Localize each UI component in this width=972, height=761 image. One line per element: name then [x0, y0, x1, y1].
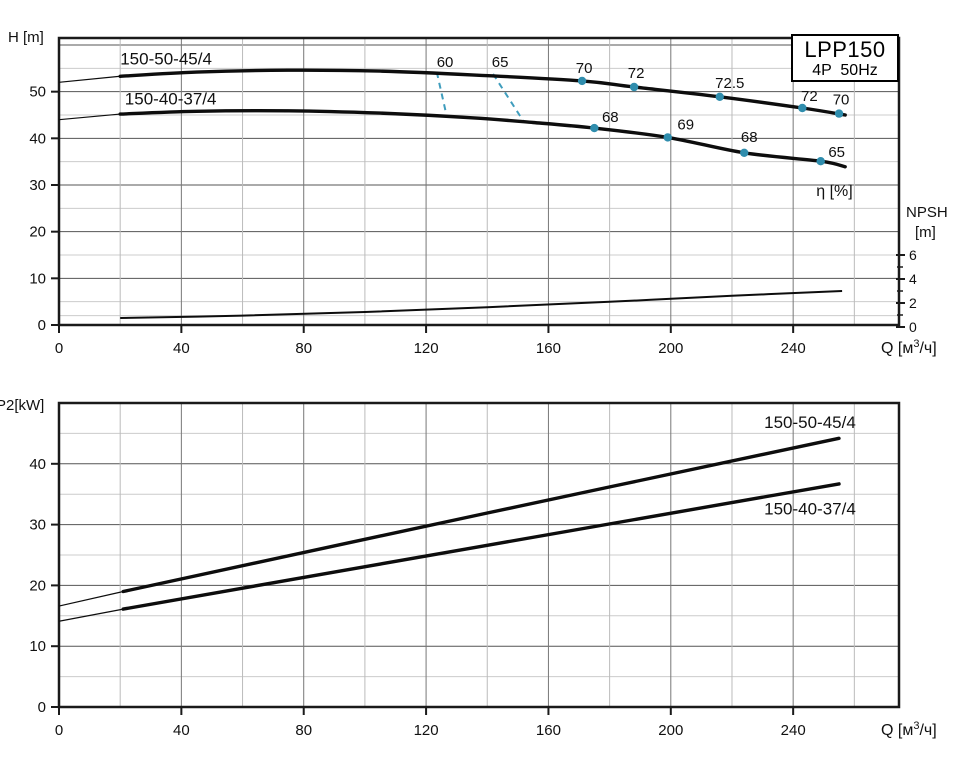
npsh-axis-unit: [m]: [915, 224, 936, 241]
x-tick-label: 240: [781, 340, 806, 357]
x-tick-label: 80: [295, 722, 312, 739]
curve-lead-in: [58, 590, 124, 607]
x-tick-label: 80: [295, 340, 312, 357]
y-tick-label: 0: [38, 699, 46, 716]
curve-name-label: 150-40-37/4: [125, 89, 217, 108]
curve-name-label: 150-40-37/4: [764, 499, 856, 518]
efficiency-label: 68: [602, 109, 619, 126]
grid: [59, 38, 899, 325]
y-tick-label: 10: [29, 270, 46, 287]
x-tick-label: 0: [55, 722, 63, 739]
efficiency-point: [629, 82, 639, 92]
iso-efficiency-label: 65: [492, 54, 509, 71]
efficiency-label: 69: [677, 116, 694, 133]
y-tick-label: 10: [29, 638, 46, 655]
curve-lead-in: [58, 608, 124, 622]
efficiency-point: [740, 148, 749, 157]
npsh-tick-label: 6: [909, 247, 917, 263]
iso-efficiency-label: 60: [437, 54, 454, 71]
npsh-curve: [120, 290, 843, 319]
efficiency-label: 68: [741, 129, 758, 146]
efficiency-label: 72: [801, 88, 818, 105]
efficiency-label: 65: [828, 144, 845, 161]
efficiency-point: [590, 123, 599, 133]
npsh-tick-label: 0: [909, 319, 917, 335]
npsh-axis: 0 2 4 6 NPSH [m]: [896, 204, 948, 335]
performance-curve: [118, 68, 847, 117]
efficiency-point: [834, 109, 844, 118]
npsh-tick-label: 2: [909, 295, 917, 311]
efficiency-point: [577, 76, 587, 86]
y-tick-label: 0: [38, 317, 46, 334]
curve-lead-in: [58, 75, 121, 83]
series-150-50-45-4: 150-50-45/4: [58, 413, 856, 607]
y-tick-label: 20: [29, 577, 46, 594]
y-tick-label: 50: [29, 84, 46, 101]
x-tick-label: 120: [414, 722, 439, 739]
npsh-axis-title: NPSH: [906, 204, 948, 221]
efficiency-point: [798, 103, 807, 113]
x-axis-title: Q [м3/ч]: [881, 720, 937, 739]
iso-efficiency-line: [492, 73, 525, 123]
x-tick-label: 160: [536, 722, 561, 739]
efficiency-label: 70: [833, 92, 850, 109]
x-tick-label: 0: [55, 340, 63, 357]
x-tick-label: 40: [173, 340, 190, 357]
model-spec: 4P 50Hz: [812, 61, 878, 79]
efficiency-label: 72.5: [715, 75, 744, 92]
eta-percent-label: η [%]: [816, 183, 852, 200]
x-tick-label: 200: [658, 340, 683, 357]
iso-efficiency-line: [435, 71, 448, 118]
model-title-box: LPP150 4P 50Hz: [791, 34, 899, 82]
plot-border: [57, 36, 901, 327]
npsh-tick-label: 4: [909, 271, 917, 287]
curve-name-label: 150-50-45/4: [764, 413, 856, 432]
y-tick-label: 30: [29, 517, 46, 534]
y-axis-title: P2[kW]: [0, 397, 44, 414]
y-tick-label: 30: [29, 177, 46, 194]
performance-curve: [121, 482, 841, 611]
x-tick-label: 240: [781, 722, 806, 739]
plot-border: [57, 401, 901, 709]
y-tick-label: 40: [29, 456, 46, 473]
series-150-40-37-4: 68 69 68 65 150-40-37/4: [58, 89, 847, 169]
x-tick-label: 120: [414, 340, 439, 357]
power-chart: 0 40 80 120 160 200 240 0 10 20 30 40 Q [м3/ч] P2[kW]…: [0, 397, 937, 739]
y-tick-label: 20: [29, 224, 46, 241]
efficiency-point: [816, 157, 825, 166]
series-150-50-45-4: 70 72 72.5 72 70 150-50-45/4: [58, 50, 850, 118]
performance-curve: [121, 436, 841, 594]
y-tick-label: 40: [29, 130, 46, 147]
x-axis-title: Q [м3/ч]: [881, 338, 937, 357]
efficiency-point: [663, 133, 672, 142]
model-name: LPP150: [804, 36, 886, 62]
x-tick-label: 200: [658, 722, 683, 739]
curve-name-label: 150-50-45/4: [120, 50, 212, 69]
x-tick-label: 40: [173, 722, 190, 739]
performance-curve: [118, 108, 847, 169]
efficiency-label: 72: [628, 65, 645, 82]
y-axis-title: H [m]: [8, 29, 44, 46]
axes: 0 40 80 120 160 200 240 0 10 20 30 40 Q [м3/ч] P2[kW]: [0, 397, 937, 739]
x-tick-label: 160: [536, 340, 561, 357]
series-150-40-37-4: 150-40-37/4: [58, 482, 856, 622]
efficiency-point: [715, 92, 724, 102]
curve-lead-in: [58, 113, 121, 121]
efficiency-label: 70: [576, 60, 593, 77]
grid: [59, 403, 899, 707]
